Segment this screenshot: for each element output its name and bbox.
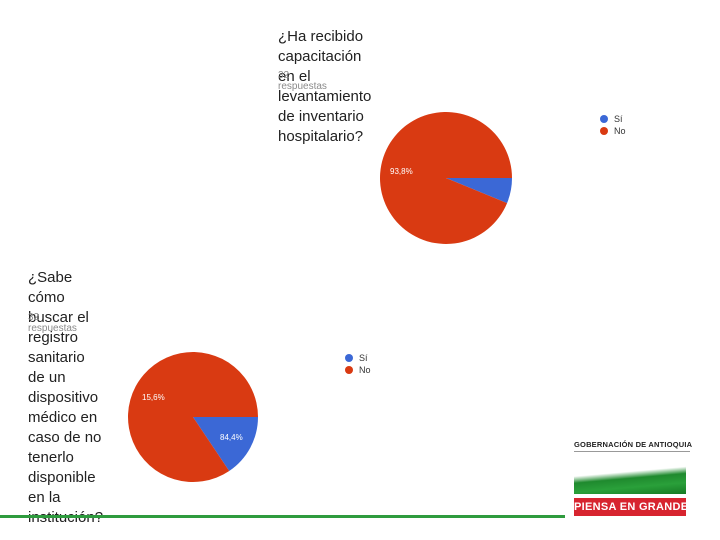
question-2-title: ¿Sabe cómo buscar el registro sanitario …: [28, 268, 103, 528]
slice-value-label: 93,8%: [390, 167, 413, 176]
question-1-pie-chart: 93,8%: [380, 112, 512, 245]
question-1-title: ¿Ha recibido capacitación en el levantam…: [278, 27, 371, 147]
legend-item-si[interactable]: Sí: [600, 113, 626, 125]
question-2-title-line1: ¿Sabe cómo buscar el registro sanitario …: [28, 269, 99, 426]
pie-slice-si[interactable]: [446, 178, 512, 204]
question-2-legend: Sí No: [345, 352, 371, 376]
legend-label-si: Sí: [359, 353, 368, 363]
question-1-response-count: 32 respuestas: [278, 70, 327, 92]
question-1-title-line2: hospitalario?: [278, 128, 364, 145]
footer-green-line: [0, 515, 565, 518]
legend-dot-no: [345, 366, 353, 374]
legend-label-si: Sí: [614, 114, 623, 124]
pie-slice-si[interactable]: [193, 417, 258, 471]
pie-slice-no[interactable]: [380, 112, 512, 245]
logo-bottom-text: PIENSA EN GRANDE: [574, 498, 688, 516]
legend-dot-si: [600, 115, 608, 123]
legend-dot-si: [345, 354, 353, 362]
logo-flag-graphic: [574, 458, 686, 494]
legend-label-no: No: [359, 365, 371, 375]
legend-dot-no: [600, 127, 608, 135]
pie-slice-no[interactable]: [128, 352, 258, 482]
question-1-legend: Sí No: [600, 113, 626, 137]
legend-label-no: No: [614, 126, 626, 136]
slice-value-label: 15,6%: [142, 393, 165, 402]
question-2-response-count: 32 respuestas: [28, 312, 77, 334]
question-1-title-line1: ¿Ha recibido capacitación en el levantam…: [278, 28, 372, 125]
gobernacion-antioquia-logo: GOBERNACIÓN DE ANTIOQUIA PIENSA EN GRAND…: [574, 440, 692, 522]
legend-item-si[interactable]: Sí: [345, 352, 371, 364]
logo-top-text: GOBERNACIÓN DE ANTIOQUIA: [574, 440, 692, 452]
question-2-title-line2: caso de no tenerlo disponible en la inst…: [28, 429, 103, 526]
legend-item-no[interactable]: No: [600, 125, 626, 137]
question-2-pie-chart: 84,4% 15,6%: [128, 352, 258, 482]
legend-item-no[interactable]: No: [345, 364, 371, 376]
slice-value-label: 84,4%: [220, 433, 243, 442]
